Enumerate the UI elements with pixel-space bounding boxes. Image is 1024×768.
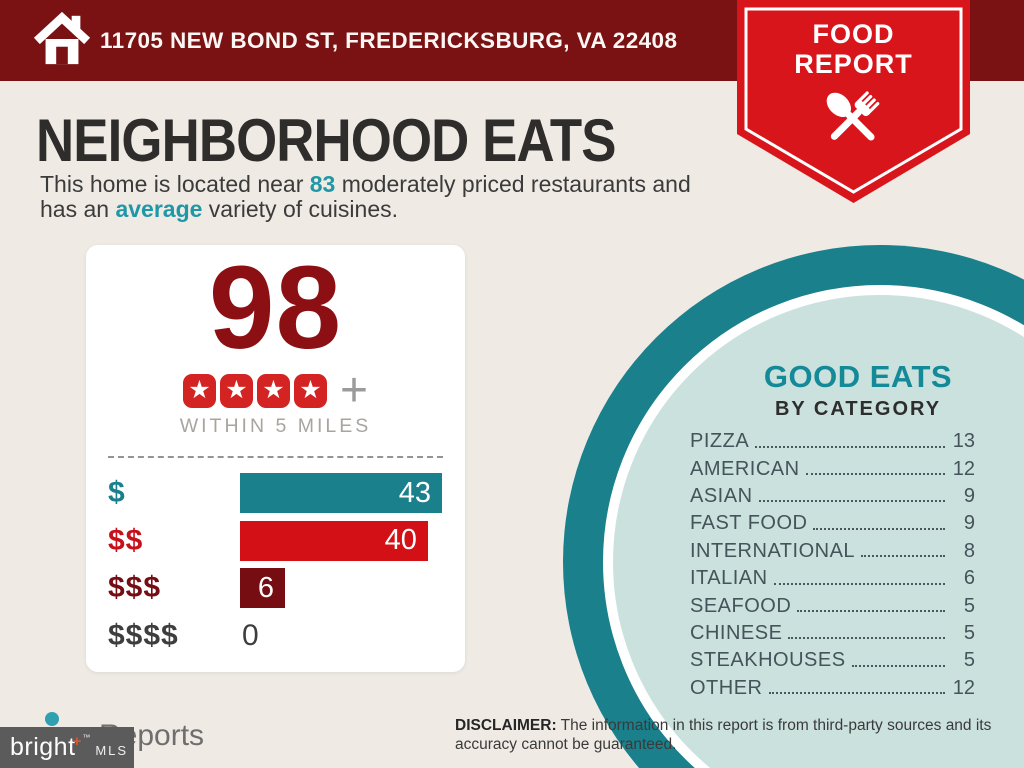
page-title: NEIGHBORHOOD EATS <box>36 107 616 174</box>
category-label: ASIAN <box>690 484 753 507</box>
category-count: 8 <box>963 539 975 562</box>
star-rating: ★ ★ ★ ★ + <box>86 364 465 417</box>
bar-value: 40 <box>384 524 417 556</box>
category-count: 6 <box>963 567 975 590</box>
price-bar: 40 <box>240 520 428 561</box>
bar-track: 40 <box>240 520 442 561</box>
price-bar-row: $$$ 6 <box>86 568 465 608</box>
category-list: PIZZA 13 AMERICAN 12 ASIAN 9 FAST FOOD 9 INTERNA… <box>690 428 975 702</box>
category-row: SEAFOOD 5 <box>690 592 975 619</box>
category-row: CHINESE 5 <box>690 620 975 647</box>
category-count: 12 <box>952 676 975 699</box>
mls-logo-text: MLS <box>95 743 129 758</box>
property-address: 11705 NEW BOND ST, FREDERICKSBURG, VA 22… <box>100 28 678 53</box>
price-level-label: $ <box>108 476 126 509</box>
zero-value: 0 <box>242 618 259 652</box>
variety-rating: average <box>115 195 203 222</box>
category-label: INTERNATIONAL <box>690 539 856 562</box>
bright-logo-text: bright <box>10 733 76 761</box>
dotted-leader <box>788 637 945 640</box>
good-eats-subtitle: BY CATEGORY <box>774 398 942 420</box>
category-row: OTHER 12 <box>690 675 975 702</box>
category-label: CHINESE <box>690 621 783 644</box>
dotted-leader <box>851 664 945 667</box>
ribbon-title-line1: FOOD <box>812 19 895 49</box>
restaurant-score-card: 98 ★ ★ ★ ★ + WITHIN 5 MILES $ 43 $$ 40 $$$ 6 <box>86 245 465 672</box>
category-label: AMERICAN <box>690 457 800 480</box>
restaurant-count: 83 <box>309 171 336 197</box>
logo-teal-dot <box>45 712 59 726</box>
intro-line2: has an average variety of cuisines. <box>40 195 399 222</box>
category-row: STEAKHOUSES 5 <box>690 647 975 674</box>
ribbon-banner-shape <box>737 0 970 203</box>
dotted-leader <box>861 555 945 558</box>
category-count: 13 <box>952 430 975 453</box>
category-count: 5 <box>963 594 975 617</box>
good-eats-heading: GOOD EATS BY CATEGORY <box>698 359 1018 421</box>
category-label: STEAKHOUSES <box>690 649 846 672</box>
star-icon: ★ <box>219 374 253 408</box>
trademark-symbol: ™ <box>82 733 91 742</box>
category-label: PIZZA <box>690 430 750 453</box>
dotted-leader <box>805 473 945 476</box>
star-icon: ★ <box>293 374 327 408</box>
star-icon: ★ <box>256 374 290 408</box>
plus-sign: + <box>339 364 369 417</box>
category-count: 9 <box>963 484 975 507</box>
category-count: 9 <box>963 512 975 535</box>
disclaimer-text: DISCLAIMER: The information in this repo… <box>455 717 992 753</box>
price-level-label: $$ <box>108 523 144 557</box>
bar-track: 43 <box>240 473 442 513</box>
bar-track: 0 <box>240 616 442 656</box>
dotted-leader <box>755 445 945 448</box>
category-label: ITALIAN <box>690 567 768 590</box>
price-level-bar-chart: $ 43 $$ 40 $$$ 6 $$$$ 0 <box>86 473 465 663</box>
category-row: INTERNATIONAL 8 <box>690 538 975 565</box>
price-bar: 43 <box>240 473 442 513</box>
restaurant-score: 98 <box>208 242 343 374</box>
disclaimer-label: DISCLAIMER: <box>455 717 557 734</box>
category-count: 5 <box>963 649 975 672</box>
category-row: AMERICAN 12 <box>690 455 975 482</box>
intro-line1: This home is located near 83 moderately … <box>40 171 691 197</box>
food-report-ribbon: FOOD REPORT <box>737 0 970 205</box>
spoon-fork-icon <box>826 91 880 141</box>
category-label: SEAFOOD <box>690 594 792 617</box>
category-row: ASIAN 9 <box>690 483 975 510</box>
category-label: OTHER <box>690 676 763 699</box>
dotted-leader <box>773 582 945 585</box>
bright-mls-logo: bright + ™ MLS <box>0 727 134 768</box>
price-bar-row: $$ 40 <box>86 520 465 561</box>
category-row: FAST FOOD 9 <box>690 510 975 537</box>
star-icon: ★ <box>182 374 216 408</box>
bright-plus-icon: + <box>72 733 82 750</box>
dotted-leader <box>768 692 945 695</box>
category-row: PIZZA 13 <box>690 428 975 455</box>
good-eats-title: GOOD EATS <box>763 359 953 394</box>
price-level-label: $$$$ <box>108 618 179 652</box>
price-bar-row: $$$$ 0 <box>86 616 465 656</box>
category-label: FAST FOOD <box>690 512 808 535</box>
category-count: 12 <box>952 457 975 480</box>
dotted-leader <box>813 527 945 530</box>
dotted-leader <box>758 500 945 503</box>
ribbon-title-line2: REPORT <box>794 49 913 79</box>
bar-value: 43 <box>398 476 431 509</box>
dotted-leader <box>797 610 945 613</box>
price-level-label: $$$ <box>108 571 162 604</box>
price-bar-row: $ 43 <box>86 473 465 513</box>
bar-value: 6 <box>257 571 275 604</box>
bar-track: 6 <box>240 568 442 608</box>
radius-label: WITHIN 5 MILES <box>179 415 372 437</box>
category-count: 5 <box>963 621 975 644</box>
category-row: ITALIAN 6 <box>690 565 975 592</box>
price-bar: 6 <box>240 568 286 608</box>
ribbon-title: FOOD REPORT <box>737 19 970 79</box>
dotted-separator <box>108 456 443 458</box>
home-icon <box>33 11 91 65</box>
intro-text: This home is located near 83 moderately … <box>40 172 740 221</box>
